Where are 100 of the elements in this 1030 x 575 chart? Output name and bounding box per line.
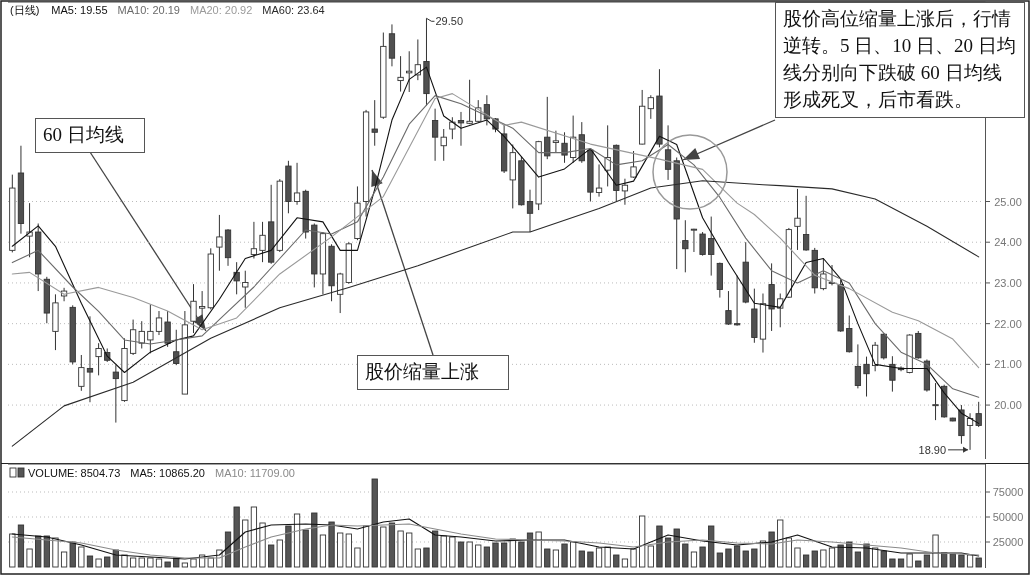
- bar: [630, 548, 637, 568]
- bar: [828, 547, 836, 568]
- bar: [449, 536, 456, 568]
- candlestick: [457, 111, 465, 147]
- bar: [854, 551, 862, 568]
- bar: [250, 506, 258, 568]
- candlestick: [371, 99, 378, 147]
- bar: [17, 524, 25, 568]
- bar: [811, 550, 818, 568]
- candlestick: [147, 304, 154, 354]
- bar: [759, 540, 767, 568]
- bar: [52, 537, 59, 568]
- bar: [129, 557, 137, 568]
- bar: [949, 553, 956, 568]
- bar: [966, 554, 974, 568]
- bar: [259, 522, 266, 568]
- bar: [371, 478, 378, 568]
- bar: [388, 522, 396, 568]
- bar: [552, 549, 560, 568]
- annotation: 29.50: [435, 15, 463, 28]
- candlestick: [561, 131, 568, 164]
- bar: [794, 547, 801, 568]
- y-tick-label: 23.00: [994, 276, 1022, 289]
- legend: VOLUME: 8504.73 MA5: 10865.20 MA10: 11709.00: [9, 467, 295, 479]
- bar: [544, 548, 551, 568]
- y-tick-label: 24.00: [994, 236, 1022, 249]
- candlestick: [630, 150, 637, 179]
- bar: [397, 530, 404, 568]
- bar: [60, 551, 68, 568]
- extreme-label: 29.50: [425, 15, 463, 28]
- bar: [9, 533, 16, 568]
- candlestick: [846, 315, 853, 354]
- bar: [932, 534, 939, 568]
- candlestick: [259, 221, 266, 263]
- bar: [35, 535, 42, 568]
- candlestick: [190, 283, 197, 334]
- bar: [889, 558, 896, 568]
- candlestick: [449, 116, 456, 140]
- bar: [872, 547, 879, 568]
- bar: [319, 534, 327, 568]
- bar: [682, 543, 689, 568]
- bar: [69, 541, 76, 568]
- candlestick: [880, 332, 887, 360]
- bar: [518, 541, 525, 568]
- y-tick-label: 22.00: [994, 317, 1022, 330]
- candlestick: [155, 310, 163, 336]
- annotation: 60 日均线: [35, 118, 145, 153]
- bar: [509, 538, 516, 568]
- candlestick: [86, 315, 94, 403]
- candlestick: [233, 261, 240, 295]
- bar: [26, 548, 33, 568]
- candlestick: [854, 343, 862, 389]
- bar: [224, 531, 232, 568]
- candlestick: [708, 216, 715, 277]
- candlestick: [733, 275, 741, 327]
- candlestick: [216, 214, 223, 272]
- bar: [915, 560, 922, 568]
- bar: [121, 554, 128, 568]
- bar: [104, 556, 111, 568]
- candlestick: [431, 108, 439, 162]
- candlestick: [164, 310, 171, 348]
- candlestick: [682, 219, 689, 273]
- candlestick: [552, 130, 560, 154]
- candlestick: [975, 401, 982, 428]
- candlestick: [966, 412, 974, 451]
- annotation: 18.90: [918, 443, 947, 456]
- candlestick: [932, 382, 939, 421]
- bar: [440, 535, 447, 568]
- bar: [733, 545, 741, 568]
- candlestick: [397, 55, 404, 93]
- candlestick: [95, 342, 102, 376]
- candlestick: [803, 195, 810, 252]
- bar: [742, 550, 749, 568]
- bar: [276, 539, 283, 568]
- bar: [431, 530, 439, 568]
- candlestick: [440, 128, 447, 162]
- bar: [785, 537, 792, 568]
- bar: [716, 552, 723, 568]
- bar: [302, 529, 309, 568]
- bar: [656, 525, 663, 568]
- bar: [457, 541, 465, 568]
- bar: [164, 561, 171, 568]
- bar: [708, 525, 715, 568]
- candlestick: [544, 96, 551, 160]
- candlestick: [406, 50, 413, 93]
- bar: [958, 554, 965, 568]
- bar: [846, 541, 853, 568]
- bar: [604, 546, 611, 568]
- bar: [621, 558, 629, 568]
- y-tick-label: 25.00: [994, 195, 1022, 208]
- bar: [362, 525, 370, 568]
- bar: [690, 551, 698, 568]
- bar: [268, 544, 275, 568]
- bar: [561, 543, 568, 568]
- candlestick: [889, 355, 896, 393]
- legend: (日线) MA5: 19.55 MA10: 20.19 MA20: 20.92 MA60: 23.64: [10, 4, 325, 16]
- bar: [501, 542, 508, 568]
- bar: [406, 532, 413, 568]
- bar: [483, 546, 490, 568]
- bar: [820, 549, 827, 568]
